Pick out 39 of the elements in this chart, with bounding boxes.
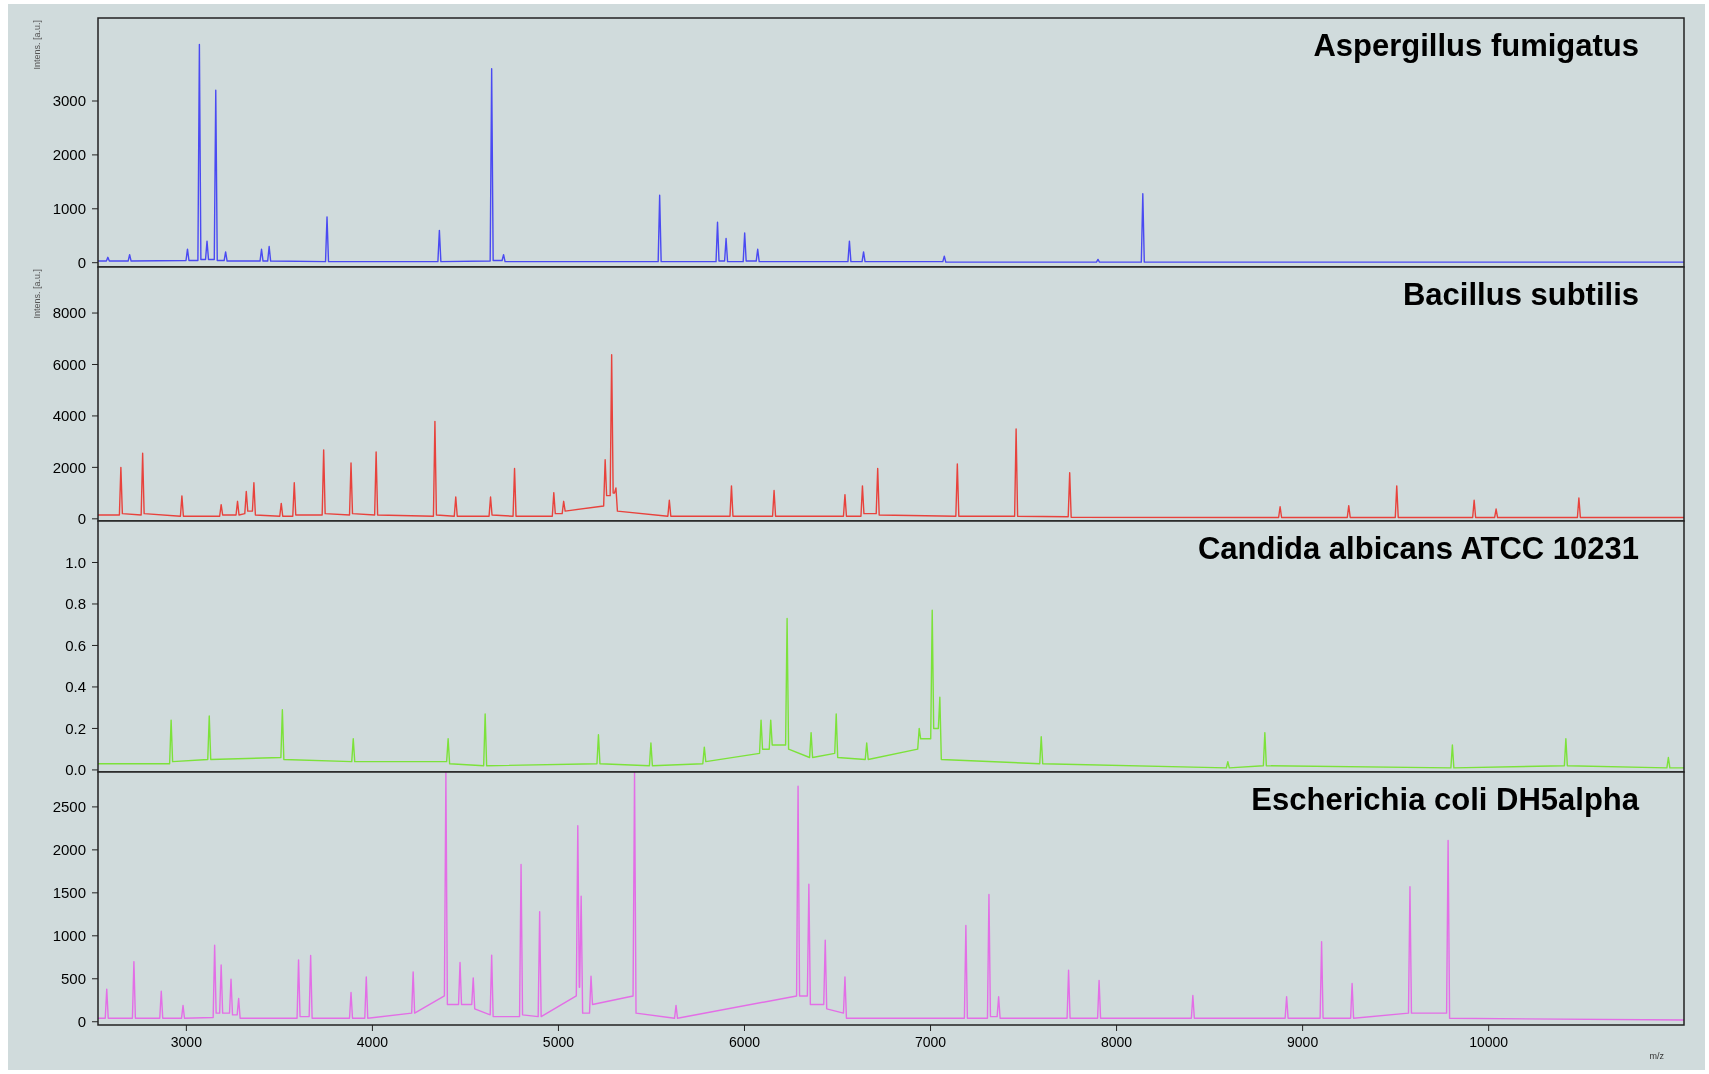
chart-title: Bacillus subtilis (1402, 277, 1639, 312)
line-series (98, 772, 1684, 1021)
y-tick-label: 1.0 (65, 553, 86, 571)
y-tick-label: 8000 (52, 304, 86, 322)
x-tick-label: 8000 (1101, 1034, 1133, 1050)
y-tick-label: 0 (77, 510, 86, 528)
y-tick-label: 2000 (52, 458, 86, 476)
y-tick-label: 3000 (52, 92, 86, 110)
y-tick-label: 0.6 (65, 636, 86, 654)
y-axis-title: Intens. [a.u.] (32, 269, 42, 319)
chart-title: Aspergillus fumigatus (1313, 28, 1639, 63)
y-tick-label: 1000 (52, 927, 86, 945)
y-tick-label: 0.2 (65, 719, 86, 737)
y-tick-label: 2000 (52, 146, 86, 164)
line-series (98, 609, 1684, 769)
y-tick-label: 1000 (52, 200, 86, 218)
y-tick-label: 0.8 (65, 595, 86, 613)
y-tick-label: 4000 (52, 407, 86, 425)
x-tick-label: 6000 (728, 1034, 761, 1050)
x-tick-label: 10000 (1469, 1034, 1509, 1050)
x-tick-label: 5000 (542, 1034, 575, 1050)
y-tick-label: 1500 (52, 884, 86, 902)
x-tick-label: 9000 (1287, 1034, 1319, 1050)
x-axis-title: m/z (1649, 1051, 1665, 1061)
y-tick-label: 0 (77, 253, 86, 271)
x-tick-label: 4000 (356, 1034, 389, 1050)
x-tick-label: 3000 (170, 1034, 203, 1050)
y-tick-label: 0 (77, 1012, 86, 1030)
y-tick-label: 2000 (52, 841, 86, 859)
y-axis-title: Intens. [a.u.] (32, 20, 42, 70)
y-tick-label: 500 (60, 970, 86, 988)
y-tick-label: 0.0 (65, 761, 86, 779)
x-tick-label: 7000 (914, 1034, 947, 1050)
chart-title: Candida albicans ATCC 10231 (1197, 531, 1639, 566)
chart-title: Escherichia coli DH5alpha (1251, 782, 1640, 817)
y-tick-label: 6000 (52, 355, 86, 373)
y-tick-label: 0.4 (65, 678, 86, 696)
line-series (98, 354, 1684, 519)
y-tick-label: 2500 (52, 798, 86, 816)
